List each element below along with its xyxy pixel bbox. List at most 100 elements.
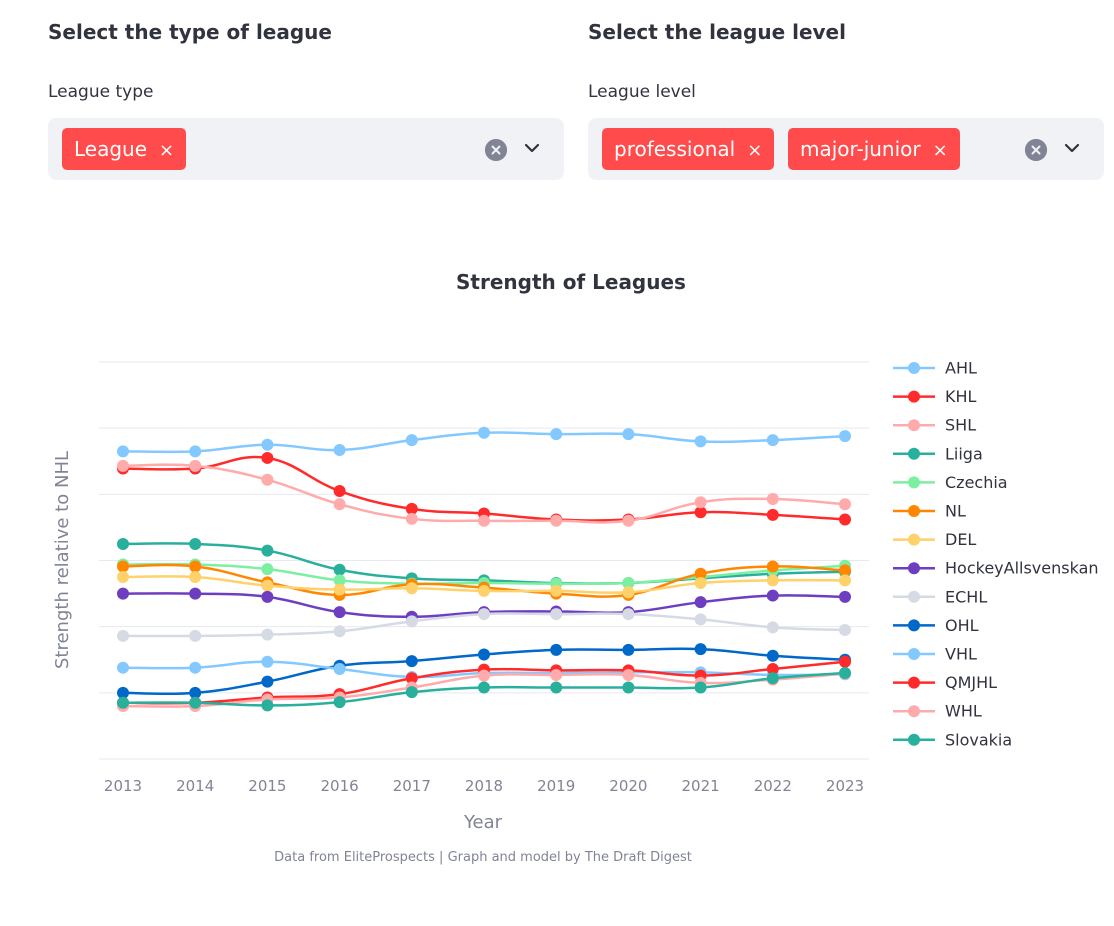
legend-item-liiga[interactable]: Liiga [893, 444, 983, 463]
clear-all-button[interactable] [1025, 139, 1047, 161]
data-point-whl[interactable] [550, 668, 563, 681]
data-point-echl[interactable] [117, 629, 129, 642]
legend-item-ohl[interactable]: OHL [893, 616, 979, 635]
legend-item-slovakia[interactable]: Slovakia [893, 730, 1012, 749]
data-point-del[interactable] [550, 584, 563, 597]
legend-item-khl[interactable]: KHL [893, 387, 977, 406]
data-point-echl[interactable] [839, 623, 851, 636]
data-point-shl[interactable] [839, 498, 851, 511]
remove-tag-icon[interactable]: × [159, 140, 175, 161]
data-point-liiga[interactable] [333, 563, 346, 576]
data-point-ohl[interactable] [478, 648, 490, 661]
data-point-ohl[interactable] [189, 686, 202, 699]
data-point-ahl[interactable] [839, 430, 851, 443]
data-point-vhl[interactable] [261, 655, 274, 668]
data-point-ohl[interactable] [622, 643, 635, 656]
data-point-del[interactable] [117, 571, 129, 584]
data-point-khl[interactable] [405, 502, 418, 515]
clear-all-button[interactable] [485, 139, 507, 161]
data-point-hockeyallsvenskan[interactable] [189, 587, 202, 600]
data-point-ahl[interactable] [333, 444, 346, 457]
data-point-slovakia[interactable] [189, 696, 202, 709]
data-point-khl[interactable] [333, 485, 346, 498]
data-point-del[interactable] [839, 574, 851, 587]
data-point-hockeyallsvenskan[interactable] [839, 590, 851, 603]
dropdown-toggle-button[interactable] [520, 136, 544, 160]
data-point-slovakia[interactable] [333, 696, 346, 709]
data-point-qmjhl[interactable] [839, 655, 851, 668]
data-point-slovakia[interactable] [261, 699, 274, 712]
data-point-echl[interactable] [261, 628, 274, 641]
data-point-ahl[interactable] [550, 428, 563, 441]
legend-item-shl[interactable]: SHL [893, 416, 976, 435]
data-point-czechia[interactable] [333, 574, 346, 587]
data-point-ahl[interactable] [694, 435, 707, 448]
data-point-shl[interactable] [333, 498, 346, 511]
data-point-del[interactable] [189, 571, 202, 584]
data-point-echl[interactable] [478, 608, 490, 621]
data-point-liiga[interactable] [117, 537, 129, 550]
data-point-del[interactable] [478, 584, 490, 597]
league-level-multiselect[interactable]: professional × major-junior × [588, 118, 1104, 180]
data-point-hockeyallsvenskan[interactable] [694, 596, 707, 609]
legend-item-whl[interactable]: WHL [893, 702, 982, 721]
data-point-slovakia[interactable] [694, 681, 707, 694]
data-point-ahl[interactable] [766, 434, 779, 447]
data-point-hockeyallsvenskan[interactable] [766, 589, 779, 602]
data-point-whl[interactable] [478, 669, 490, 682]
data-point-ahl[interactable] [261, 438, 274, 451]
data-point-ohl[interactable] [766, 649, 779, 662]
data-point-qmjhl[interactable] [766, 663, 779, 676]
data-point-ahl[interactable] [117, 445, 129, 458]
data-point-echl[interactable] [622, 608, 635, 621]
data-point-del[interactable] [622, 586, 635, 599]
data-point-shl[interactable] [261, 473, 274, 486]
league-type-multiselect[interactable]: League × [48, 118, 564, 180]
data-point-shl[interactable] [550, 514, 563, 527]
legend-item-vhl[interactable]: VHL [893, 645, 977, 664]
data-point-echl[interactable] [550, 608, 563, 621]
data-point-ohl[interactable] [117, 686, 129, 699]
data-point-slovakia[interactable] [839, 666, 851, 679]
data-point-ahl[interactable] [405, 434, 418, 447]
data-point-echl[interactable] [694, 613, 707, 626]
data-point-echl[interactable] [333, 625, 346, 638]
data-point-ohl[interactable] [261, 675, 274, 688]
data-point-slovakia[interactable] [622, 681, 635, 694]
data-point-vhl[interactable] [333, 663, 346, 676]
remove-tag-icon[interactable]: × [932, 140, 948, 161]
data-point-shl[interactable] [694, 496, 707, 509]
data-point-shl[interactable] [478, 514, 490, 527]
data-point-nl[interactable] [694, 567, 707, 580]
data-point-czechia[interactable] [261, 563, 274, 576]
legend-item-hockeyallsvenskan[interactable]: HockeyAllsvenskan [893, 559, 1099, 578]
data-point-qmjhl[interactable] [405, 672, 418, 685]
data-point-ahl[interactable] [622, 428, 635, 441]
data-point-shl[interactable] [405, 512, 418, 525]
data-point-slovakia[interactable] [478, 681, 490, 694]
data-point-shl[interactable] [189, 459, 202, 472]
legend-item-qmjhl[interactable]: QMJHL [893, 673, 997, 692]
legend-item-czechia[interactable]: Czechia [893, 473, 1008, 492]
data-point-ahl[interactable] [189, 445, 202, 458]
data-point-khl[interactable] [694, 506, 707, 519]
data-point-del[interactable] [261, 579, 274, 592]
data-point-ohl[interactable] [694, 643, 707, 656]
data-point-del[interactable] [333, 583, 346, 596]
chart-legend[interactable]: AHL KHL SHL Liiga Czechia NL DEL HockeyAllsvens… [893, 359, 1099, 750]
legend-item-echl[interactable]: ECHL [893, 587, 987, 606]
legend-item-ahl[interactable]: AHL [893, 359, 977, 378]
data-point-del[interactable] [766, 574, 779, 587]
data-point-slovakia[interactable] [550, 681, 563, 694]
data-point-liiga[interactable] [189, 537, 202, 550]
data-point-echl[interactable] [766, 621, 779, 634]
data-point-khl[interactable] [839, 513, 851, 526]
data-point-khl[interactable] [261, 451, 274, 464]
data-point-slovakia[interactable] [766, 672, 779, 685]
remove-tag-icon[interactable]: × [747, 140, 763, 161]
data-point-slovakia[interactable] [405, 686, 418, 699]
data-point-shl[interactable] [117, 459, 129, 472]
data-point-czechia[interactable] [622, 576, 635, 589]
data-point-shl[interactable] [622, 514, 635, 527]
data-point-hockeyallsvenskan[interactable] [117, 587, 129, 600]
